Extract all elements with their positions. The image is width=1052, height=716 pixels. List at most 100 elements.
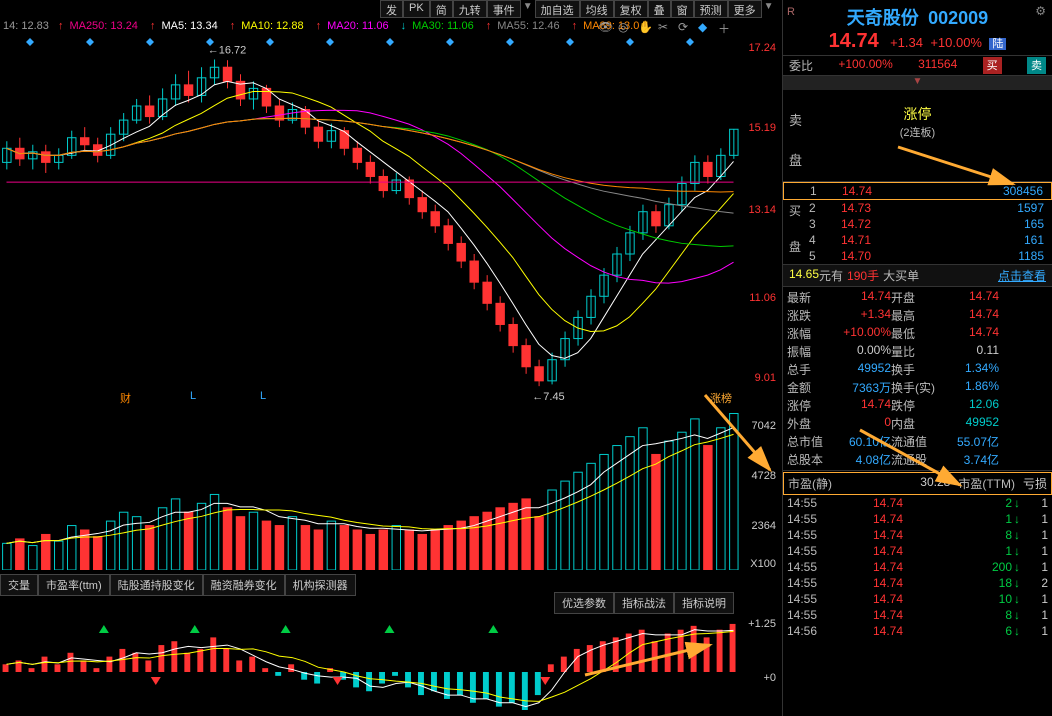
bottom-tabs: 交量市盈率(ttm)陆股通持股变化融资融券变化机构探测器 xyxy=(0,574,356,596)
stat-cell: 60.10亿 xyxy=(827,433,891,450)
stat-cell: 总市值 xyxy=(787,433,827,450)
candlestick-chart[interactable]: ←16.72←7.45 xyxy=(0,32,740,402)
stat-cell: 金额 xyxy=(787,379,827,396)
macd-tick: +0 xyxy=(763,672,776,684)
pe-ttm-label: 市盈(TTM) xyxy=(958,475,1015,492)
stat-cell: 涨幅 xyxy=(787,325,827,342)
stat-cell: 振幅 xyxy=(787,343,827,360)
infobar-hands: 190手 xyxy=(847,267,879,284)
zhangting-sub: (2连板) xyxy=(783,124,1052,140)
bid-row[interactable]: 114.74308456 xyxy=(783,182,1052,200)
tick-row: 14:5514.748↓1 xyxy=(783,527,1052,543)
stat-cell: 14.74 xyxy=(935,307,999,324)
stock-pct: +10.00% xyxy=(930,35,982,50)
zhangting-text: 涨停 xyxy=(783,104,1052,124)
sell-label: 卖 xyxy=(789,110,802,129)
bid-row[interactable]: 514.701185 xyxy=(783,248,1052,264)
stats-grid: 最新14.74开盘14.74涨跌+1.34最高14.74涨幅+10.00%最低1… xyxy=(783,287,1052,471)
stat-cell: 4.08亿 xyxy=(827,451,891,468)
bottom-tab-2[interactable]: 陆股通持股变化 xyxy=(110,574,203,596)
target-icon[interactable]: ◎ xyxy=(618,20,632,34)
stat-cell: 14.74 xyxy=(827,289,891,306)
bottom-tab-0[interactable]: 交量 xyxy=(0,574,38,596)
stat-cell: 流通值 xyxy=(891,433,935,450)
pe-static-value: 30.28 xyxy=(920,475,950,492)
refresh-icon[interactable]: ⟳ xyxy=(678,20,692,34)
vol-tick: 4728 xyxy=(752,470,776,482)
vol-tick: X100 xyxy=(750,558,776,570)
stat-cell: 涨跌 xyxy=(787,307,827,324)
stat-cell: 最高 xyxy=(891,307,935,324)
infobar-link[interactable]: 点击查看 xyxy=(998,267,1046,284)
dropdown-icon[interactable]: ▼ xyxy=(521,0,535,18)
gear-icon[interactable]: ⚙ xyxy=(1035,4,1046,18)
bottom-tab-4[interactable]: 机构探测器 xyxy=(285,574,356,596)
stat-cell: 14.74 xyxy=(935,289,999,306)
ma-legend-item: ↑MA20: 11.06 xyxy=(316,20,395,32)
y-tick: 11.06 xyxy=(749,292,776,304)
expand-toggle[interactable]: ▼ xyxy=(783,76,1052,90)
sell-button[interactable]: 卖 xyxy=(1027,57,1046,74)
ma-legend-item: ↑MA10: 12.88 xyxy=(230,20,310,32)
infobar-unit: 元有 xyxy=(819,267,843,284)
tick-row: 14:5514.741↓1 xyxy=(783,511,1052,527)
sell-block: 卖 盘 涨停 (2连板) xyxy=(783,104,1052,182)
r-badge: R xyxy=(787,6,795,18)
diamond-icon[interactable]: ◆ xyxy=(698,20,712,34)
toolbar-btn-6[interactable]: 均线 xyxy=(580,0,614,18)
bottom-tab-3[interactable]: 融资融券变化 xyxy=(203,574,285,596)
toolbar-btn-0[interactable]: 发 xyxy=(380,0,403,18)
stat-cell: 量比 xyxy=(891,343,935,360)
tick-row: 14:5514.742↓1 xyxy=(783,495,1052,511)
hand-icon[interactable]: ✋ xyxy=(638,20,652,34)
ma-legend-item: ↓MA30: 11.06 xyxy=(401,20,480,32)
stat-cell: 换手 xyxy=(891,361,935,378)
weibi-qty: 311564 xyxy=(918,57,957,74)
volume-chart[interactable] xyxy=(0,410,740,570)
chart-area: 发PK简九转事件▼加自选均线复权叠窗预测更多▼ 14: 12.83 ↑MA250… xyxy=(0,0,782,716)
toolbar-btn-9[interactable]: 窗 xyxy=(671,0,694,18)
toolbar-btn-3[interactable]: 九转 xyxy=(453,0,487,18)
dropdown-icon[interactable]: ▼ xyxy=(762,0,776,18)
top-toolbar: 发PK简九转事件▼加自选均线复权叠窗预测更多▼ xyxy=(380,0,776,18)
bottom-tab-1[interactable]: 市盈率(ttm) xyxy=(38,574,110,596)
marker-l2: L xyxy=(260,390,266,402)
toolbar-btn-11[interactable]: 更多 xyxy=(728,0,762,18)
macd-tick: +1.25 xyxy=(748,618,776,630)
eye-icon[interactable]: 👁 xyxy=(598,20,612,34)
marker-cai: 财 xyxy=(120,390,131,406)
tick-list: 14:5514.742↓114:5514.741↓114:5514.748↓1 1… xyxy=(783,495,1052,639)
infobar-label: 大买单 xyxy=(883,267,919,284)
macd-chart[interactable] xyxy=(0,610,740,710)
bid-row[interactable]: 314.72165 xyxy=(783,216,1052,232)
stock-change: +1.34 xyxy=(890,35,923,50)
stat-cell: 最新 xyxy=(787,289,827,306)
ma-legend-item: ↑MA55: 12.46 xyxy=(486,20,566,32)
weibi-row: 委比 +100.00% 311564 买 卖 xyxy=(783,56,1052,76)
stat-cell: +10.00% xyxy=(827,325,891,342)
pe-ttm-value: 亏损 xyxy=(1023,475,1047,492)
stat-cell: 3.74亿 xyxy=(935,451,999,468)
marker-zhangbang: 涨榜 xyxy=(710,390,732,406)
toolbar-btn-10[interactable]: 预测 xyxy=(694,0,728,18)
stat-cell: 1.34% xyxy=(935,361,999,378)
toolbar-btn-2[interactable]: 简 xyxy=(430,0,453,18)
vol-tick: 7042 xyxy=(752,420,776,432)
toolbar-btn-7[interactable]: 复权 xyxy=(614,0,648,18)
toolbar-btn-1[interactable]: PK xyxy=(403,0,430,18)
stock-name: 天奇股份 xyxy=(847,8,919,28)
ma-legend: 14: 12.83 ↑MA250: 13.24↑MA5: 13.34↑MA10:… xyxy=(3,20,657,32)
bid-row[interactable]: 214.731597 xyxy=(783,200,1052,216)
toolbar-btn-8[interactable]: 叠 xyxy=(648,0,671,18)
toolbar-btn-5[interactable]: 加自选 xyxy=(535,0,580,18)
plus-icon[interactable]: ＋ xyxy=(718,20,732,34)
buy-button[interactable]: 买 xyxy=(983,57,1002,74)
toolbar-btn-4[interactable]: 事件 xyxy=(487,0,521,18)
tick-row: 14:5614.746↓1 xyxy=(783,623,1052,639)
cut-icon[interactable]: ✂ xyxy=(658,20,672,34)
bid-row[interactable]: 414.71161 xyxy=(783,232,1052,248)
stat-cell: 跌停 xyxy=(891,397,935,414)
info-bar: 14.65 元有 190手 大买单 点击查看 xyxy=(783,265,1052,287)
infobar-price: 14.65 xyxy=(789,267,819,284)
lu-badge: 陆 xyxy=(989,38,1006,50)
